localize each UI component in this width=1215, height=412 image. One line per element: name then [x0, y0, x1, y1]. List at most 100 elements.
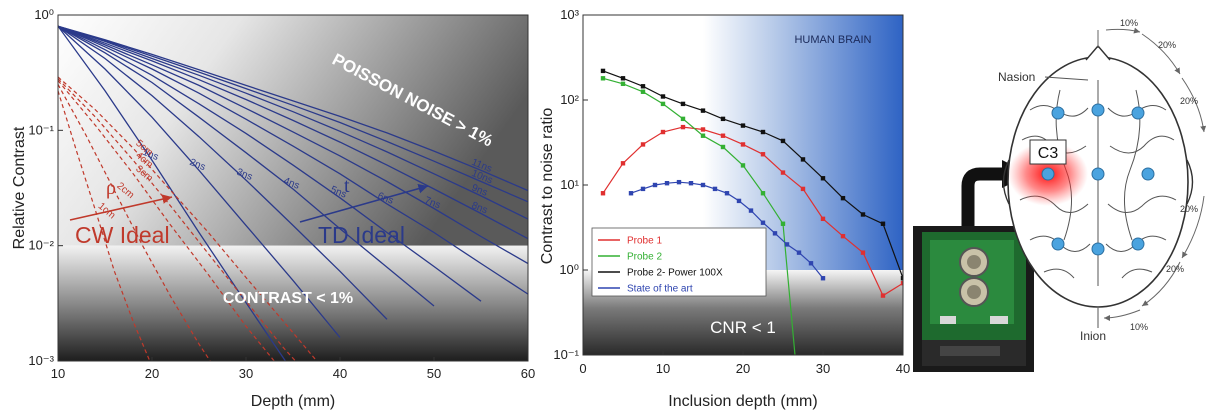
series-point: [676, 179, 682, 185]
x-tick-label: 50: [427, 366, 441, 381]
cw-curve-3cm: [58, 80, 275, 361]
low-contrast-label: CONTRAST < 1%: [223, 290, 353, 307]
c3-label: C3: [1038, 145, 1059, 162]
relative-contrast-chart: 1ns2ns3ns4ns5ns6ns7ns8ns9ns10ns11ns1cm2c…: [11, 7, 535, 410]
td-curve-7ns: [58, 25, 528, 265]
y-tick-label: 10¹: [560, 177, 579, 192]
series-point: [820, 216, 826, 222]
electrode-marker: [1051, 237, 1065, 251]
series-point: [740, 142, 746, 147]
series-point: [740, 163, 746, 168]
td-curve-9ns: [58, 25, 528, 220]
series-point: [640, 186, 646, 192]
series-point: [600, 191, 606, 196]
low-contrast-region: [58, 245, 528, 361]
arc-label: 20%: [1158, 40, 1176, 50]
legend-label: State of the art: [627, 284, 693, 295]
td-direction-arrow: [299, 183, 429, 223]
series-point: [628, 191, 634, 196]
rho-symbol: ρ: [106, 177, 116, 199]
y-tick-label: 10⁻¹: [28, 122, 54, 137]
series-point: [880, 293, 886, 298]
cw-ideal-label: CW Ideal: [75, 222, 170, 248]
series-point: [688, 180, 694, 186]
x-tick-label: 10: [51, 366, 65, 381]
td-curve-1ns: [58, 25, 287, 361]
y-axis-label: Relative Contrast: [11, 126, 28, 249]
series-point: [660, 101, 666, 107]
series-point: [780, 170, 786, 175]
series-point: [700, 108, 706, 113]
series-point: [680, 101, 686, 107]
y-tick-label: 10⁰: [559, 262, 579, 277]
td-curve-8ns: [58, 25, 528, 240]
contrast-to-noise-chart: 0 10 20 30 40 10⁻¹ 10⁰ 10¹ 10² 10³ HUMAN BRAIN CN…: [539, 7, 910, 410]
series-point: [724, 191, 730, 196]
series-point: [660, 129, 666, 135]
cw-curve-2cm: [58, 84, 211, 361]
arc-label: 20%: [1180, 96, 1198, 106]
series-point: [780, 221, 786, 226]
cw-curve-5cm: [58, 76, 318, 361]
electrode-marker: [1131, 237, 1145, 251]
series-point: [820, 176, 826, 181]
probe-to-c3-arrow: [961, 167, 1006, 226]
plot-frame: [57, 14, 529, 362]
series-point: [772, 231, 778, 236]
series-point: [700, 182, 706, 188]
y-tick-label: 10⁻²: [28, 238, 54, 253]
electrode-marker: [1051, 106, 1065, 120]
series-point: [748, 208, 754, 213]
x-tick-label: 30: [816, 361, 830, 376]
human-brain-label: HUMAN BRAIN: [794, 34, 871, 46]
electrode-marker: [1131, 106, 1145, 120]
arc-label: 10%: [1120, 18, 1138, 28]
arc-label: 10%: [1130, 322, 1148, 332]
series-point: [700, 133, 706, 138]
td-curve-3ns: [58, 25, 388, 320]
electrode-marker: [1091, 167, 1105, 181]
series-point: [860, 250, 866, 255]
electrode-c3: [1041, 167, 1055, 181]
series-line: [602, 126, 903, 297]
arc-label: 20%: [1180, 204, 1198, 214]
series-point: [712, 186, 718, 192]
y-tick-label: 10⁰: [34, 7, 54, 22]
x-tick-label: 10: [656, 361, 670, 376]
series-point: [700, 127, 706, 132]
series-point: [600, 68, 606, 74]
electrode-marker: [1091, 103, 1105, 117]
legend-label: Probe 2: [627, 252, 662, 263]
x-tick-label: 40: [333, 366, 347, 381]
legend-label: Probe 2- Power 100X: [627, 268, 723, 279]
cnr-below-one-label: CNR < 1: [710, 318, 776, 337]
t-symbol: t: [344, 175, 350, 197]
ten-twenty-arcs: [1097, 27, 1207, 321]
x-tick-label: 0: [579, 361, 586, 376]
series-point: [600, 76, 606, 81]
series-point: [840, 195, 846, 201]
td-curve-4ns: [58, 25, 435, 307]
series-point: [796, 250, 802, 255]
y-tick-label: 10²: [560, 92, 579, 107]
series-point: [900, 280, 903, 286]
series-point: [720, 144, 726, 150]
x-tick-label: 40: [896, 361, 910, 376]
series-point: [900, 276, 903, 281]
y-tick-label: 10⁻¹: [553, 347, 579, 362]
nose-icon: [1085, 44, 1111, 61]
series-point: [800, 186, 806, 192]
td-curve-11ns: [58, 25, 528, 192]
inion-label: Inion: [1080, 329, 1106, 343]
series-point: [720, 133, 726, 138]
human-brain-region: [703, 15, 903, 270]
series-point: [880, 221, 886, 226]
eeg-head-diagram: C3 Nasion Inion 10% 20% 20% 20% 20% 10%: [913, 18, 1207, 372]
electrode-marker: [1091, 242, 1105, 256]
series-point: [760, 129, 766, 135]
series-point: [784, 242, 790, 247]
series-point: [720, 116, 726, 122]
legend: Probe 1 Probe 2 Probe 2- Power 100X State o…: [591, 227, 767, 297]
legend-label: Probe 1: [627, 236, 662, 247]
series-point: [620, 76, 626, 81]
